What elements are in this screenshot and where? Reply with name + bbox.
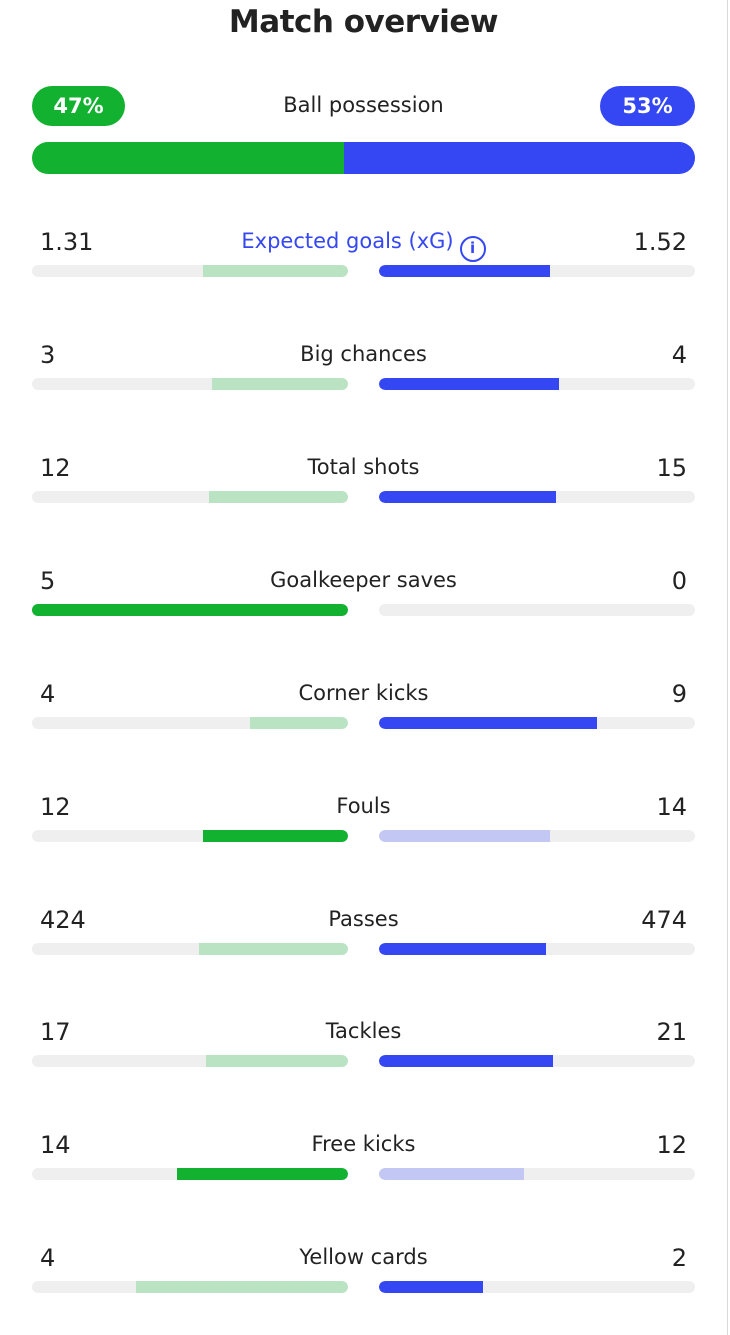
home-bar-fill [202,830,348,842]
page-title: Match overview [228,4,499,40]
away-value: 9 [671,680,687,708]
away-bar-fill [379,265,550,277]
stat-label: Total shots [32,455,695,479]
home-bar-track [32,1055,348,1067]
possession-bar-home [32,142,344,174]
stat-label-text: Total shots [307,455,420,479]
stat-label-text: Big chances [300,342,427,366]
away-value: 15 [656,454,687,482]
home-bar-fill [177,1168,348,1180]
stat-row-free-kicks: 14 Free kicks 12 [32,1131,695,1211]
away-value: 14 [656,793,687,821]
stat-row-passes: 424 Passes 474 [32,906,695,986]
possession-label: Ball possession [283,93,444,117]
stat-label-text: Free kicks [311,1132,416,1156]
away-bar-fill [379,1055,553,1067]
home-bar-track [32,1168,348,1180]
home-bar-fill [208,491,348,503]
home-value: 5 [40,567,56,595]
away-bar-track [379,378,695,390]
away-bar-fill [379,830,550,842]
home-value: 4 [40,680,56,708]
home-value: 3 [40,341,56,369]
home-bar-track [32,491,348,503]
stat-row-corner-kicks: 4 Corner kicks 9 [32,680,695,760]
home-bar-fill [205,1055,348,1067]
stat-label-text: Fouls [336,794,391,818]
stat-label-text[interactable]: Expected goals (xG) [241,229,454,253]
possession-bar-away [343,142,695,174]
home-bar-fill [136,1281,348,1293]
away-bar-track [379,1055,695,1067]
home-possession-badge: 47% [32,86,125,126]
away-bar-fill [379,1168,525,1180]
away-bar-track [379,491,695,503]
stat-row-fouls: 12 Fouls 14 [32,793,695,873]
away-value: 4 [671,341,687,369]
stat-row-yellow-cards: 4 Yellow cards 2 [32,1244,695,1324]
stat-row-goalkeeper-saves: 5 Goalkeeper saves 0 [32,567,695,647]
home-value: 14 [40,1131,71,1159]
info-icon[interactable]: i [459,236,486,262]
away-bar-track [379,1168,695,1180]
stat-label-text: Yellow cards [299,1245,428,1269]
stat-label[interactable]: Expected goals (xG) i [32,229,695,262]
home-value: 1.31 [40,228,94,256]
home-value: 4 [40,1244,56,1272]
away-bar-fill [379,943,547,955]
away-bar-track [379,604,695,616]
away-value: 0 [671,567,687,595]
home-bar-track [32,265,348,277]
away-value: 474 [641,906,687,934]
stat-label-text: Corner kicks [298,681,429,705]
away-bar-track [379,265,695,277]
home-value: 17 [40,1018,71,1046]
stat-label: Corner kicks [32,681,695,705]
home-bar-fill [212,378,348,390]
stat-label: Passes [32,907,695,931]
stat-label: Goalkeeper saves [32,568,695,592]
stat-row-big-chances: 3 Big chances 4 [32,341,695,421]
panel-divider [727,0,728,1335]
away-bar-fill [379,378,560,390]
stat-row-xg[interactable]: 1.31 Expected goals (xG) i 1.52 [32,228,695,308]
away-value: 21 [656,1018,687,1046]
possession-bar [32,142,695,174]
away-bar-fill [379,1281,484,1293]
away-bar-fill [379,717,598,729]
home-bar-fill [32,604,348,616]
away-bar-track [379,717,695,729]
away-value: 2 [671,1244,687,1272]
away-value: 1.52 [633,228,687,256]
stat-label: Big chances [32,342,695,366]
stat-label: Tackles [32,1019,695,1043]
home-bar-track [32,943,348,955]
stat-row-tackles: 17 Tackles 21 [32,1018,695,1098]
home-value: 424 [40,906,86,934]
home-bar-fill [202,265,348,277]
stat-label: Free kicks [32,1132,695,1156]
home-bar-fill [250,717,348,729]
away-bar-track [379,830,695,842]
stat-label-text: Goalkeeper saves [270,568,457,592]
away-value: 12 [656,1131,687,1159]
stat-label: Yellow cards [32,1245,695,1269]
home-bar-track [32,1281,348,1293]
away-bar-track [379,943,695,955]
home-bar-track [32,717,348,729]
stat-label-text: Passes [328,907,399,931]
home-bar-track [32,830,348,842]
home-bar-track [32,378,348,390]
home-bar-track [32,604,348,616]
home-bar-fill [199,943,348,955]
away-possession-badge: 53% [600,86,695,126]
home-value: 12 [40,454,71,482]
possession-section: 47% Ball possession 53% [32,86,695,176]
stat-label-text: Tackles [325,1019,402,1043]
stat-row-total-shots: 12 Total shots 15 [32,454,695,534]
home-value: 12 [40,793,71,821]
away-bar-track [379,1281,695,1293]
stat-label: Fouls [32,794,695,818]
away-bar-fill [379,491,556,503]
